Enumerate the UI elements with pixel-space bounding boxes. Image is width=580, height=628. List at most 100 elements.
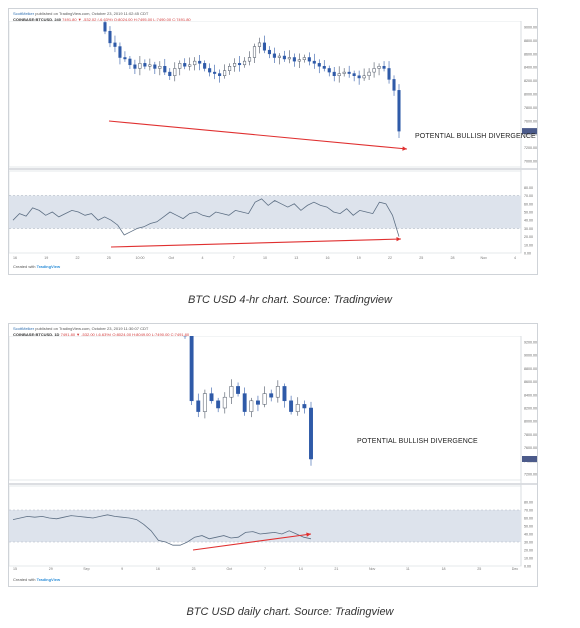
rsi-axis-tick: 30.00 [524,227,533,231]
last-price-badge [522,128,537,135]
rsi-line [12,514,312,546]
price-axis-tick: 7600.00 [524,119,537,123]
date-axis-tick: 14 [299,567,303,571]
price-axis-tick: 8000.00 [524,93,537,97]
candle [148,64,152,67]
candle [168,71,172,76]
date-axis-tick: 16 [326,256,330,260]
candle [337,73,341,77]
date-axis-tick: Sep [83,567,89,571]
candle [123,57,127,60]
candle [218,73,222,77]
price-axis-tick: 8600.00 [524,380,537,384]
candle [367,71,371,76]
candle [208,68,212,73]
candle [317,63,321,67]
ohlc-values: O:8024.00 H:7495.00 L:7490.00 C:7491.80 [113,17,191,22]
candle [312,60,316,64]
candle [133,64,137,69]
candle [198,60,202,64]
candle [377,66,381,69]
date-axis-tick: 28 [451,256,455,260]
candle [282,55,286,60]
date-axis-tick: 11 [406,567,410,571]
date-axis-tick: 23 [192,567,196,571]
date-axis-tick: 19 [357,256,361,260]
candle [287,57,291,60]
rsi-axis-tick: 20.00 [524,549,533,553]
candle [183,63,187,67]
candle [309,407,313,460]
date-axis-tick: Dec [512,567,519,571]
rsi-axis-tick: 10.00 [524,243,533,247]
date-axis-tick: 4 [514,256,516,260]
ohlc-values: O:8024.00 H:8049.00 L:7490.00 C:7491.80 [112,332,190,337]
candle [282,386,287,402]
created-with: Created with TradingView [13,264,61,269]
candle [103,22,107,32]
candle [188,64,192,67]
candle [327,68,331,73]
rsi-divergence-arrow [192,533,312,551]
date-axis-tick: 16 [156,567,160,571]
rsi-axis-tick: 40.00 [524,219,533,223]
rsi-axis-tick: 60.00 [524,517,533,521]
candle [236,386,241,394]
price-axis-tick: 7800.00 [524,106,537,110]
candle [382,66,386,69]
candle [202,393,207,412]
caption-4h: BTC USD 4-hr chart. Source: Tradingview [188,294,392,306]
author-link[interactable]: ScottMelker [13,11,35,16]
candle [228,66,232,71]
candle [113,42,117,47]
price-axis-tick: 8600.00 [524,52,537,56]
candle [237,63,242,66]
date-axis-tick: 21 [334,567,338,571]
date-axis-tick: 19 [44,256,48,260]
candle [247,57,252,62]
candle [262,393,267,405]
chart-header: ScottMelker published on TradingView.com… [13,11,148,16]
price-change: 7491.80 ▼ -532.00 (-6.63%) [60,332,112,337]
chart-header: ScottMelker published on TradingView.com… [13,326,148,331]
price-axis-tick: 9200.00 [524,341,537,345]
author-link[interactable]: ScottMelker [13,326,35,331]
date-axis-tick: 9 [121,567,123,571]
price-axis-tick: 8200.00 [524,79,537,83]
chart-symbol-line: COINBASE:BTCUSD, 1D 7491.80 ▼ -532.00 (-… [13,332,189,337]
date-axis-tick: Nov [481,256,488,260]
date-axis-tick: 25 [477,567,481,571]
date-axis-tick: 29 [49,567,53,571]
chart-panel-4h: ScottMelker published on TradingView.com… [8,8,538,275]
date-axis-tick: 10:00 [136,256,145,260]
candle [196,400,201,412]
candle [352,73,356,77]
price-axis-tick: 8800.00 [524,39,537,43]
price-axis-tick: 9000.00 [524,26,537,30]
candle [143,63,147,67]
divergence-annotation: POTENTIAL BULLISH DIVERGENCE [415,133,536,140]
symbol-label: COINBASE:BTCUSD, 240 [13,17,62,22]
date-axis-tick: 7 [264,567,266,571]
candle [342,71,346,74]
date-axis-tick: 13 [294,256,298,260]
header-published-text: published on TradingView.com, October 23… [35,326,149,331]
candle [203,63,207,69]
candle [267,49,271,55]
candle [252,46,257,58]
created-with: Created with TradingView [13,577,61,582]
tradingview-logo: TradingView [36,577,61,582]
price-axis-tick: 8400.00 [524,393,537,397]
candle [372,68,376,73]
date-axis-tick: 25 [107,256,111,260]
candle [289,400,294,412]
rsi-divergence-arrow-head [306,532,311,537]
candle [118,46,122,58]
candle [229,386,234,398]
candle [302,57,306,60]
rsi-axis-tick: 80.00 [524,186,533,190]
candle [213,71,217,74]
candle [272,53,276,58]
candle [257,42,262,47]
price-axis-tick: 7200.00 [524,146,537,150]
